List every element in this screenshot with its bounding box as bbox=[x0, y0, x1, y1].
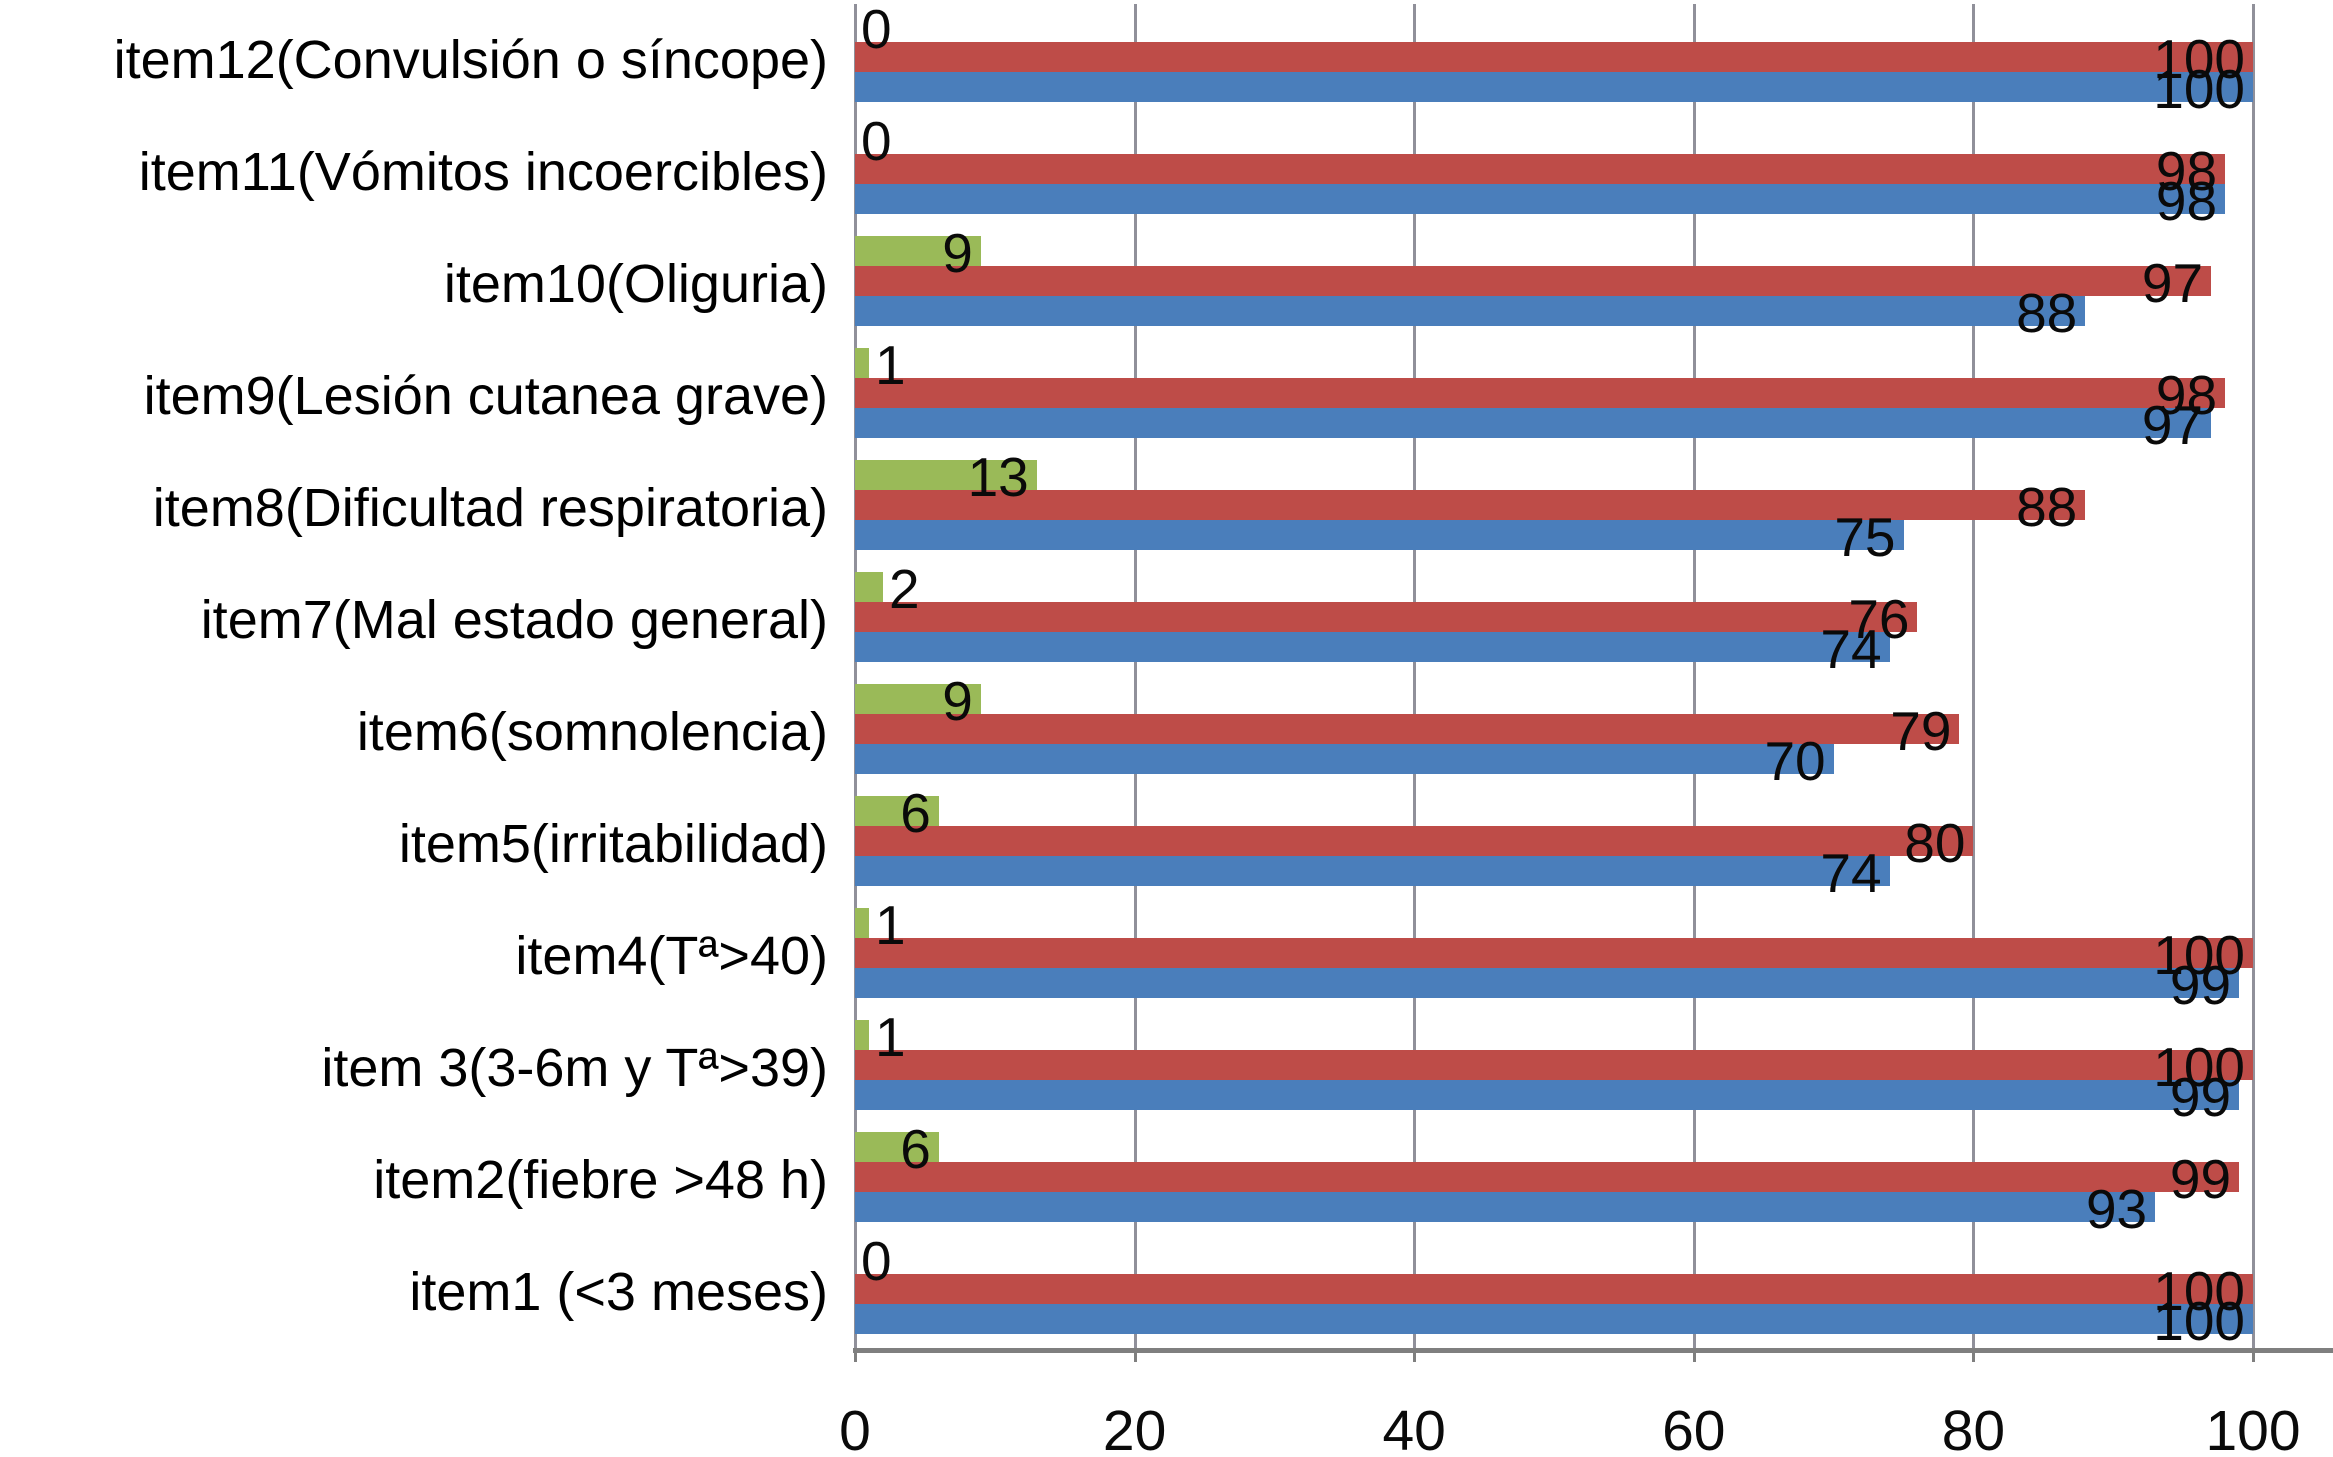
x-tick-label-100: 100 bbox=[2205, 1399, 2301, 1457]
value-label-blue-1: 100 bbox=[2153, 1290, 2246, 1352]
x-tick-label-40: 40 bbox=[1382, 1399, 1446, 1457]
value-label-green-9: 1 bbox=[874, 334, 906, 396]
value-label-green-6: 9 bbox=[942, 670, 973, 732]
bar-blue-8 bbox=[855, 520, 1904, 550]
bar-red-3 bbox=[855, 1050, 2253, 1080]
category-label-2: item2(fiebre >48 h) bbox=[373, 1150, 828, 1210]
value-label-blue-10: 88 bbox=[2016, 282, 2078, 344]
value-label-blue-4: 99 bbox=[2169, 954, 2232, 1016]
axis-tick-40 bbox=[1413, 1348, 1417, 1362]
value-label-green-2: 6 bbox=[900, 1118, 931, 1180]
bar-red-6 bbox=[855, 714, 1960, 744]
bar-green-8 bbox=[855, 460, 1037, 490]
bar-red-4 bbox=[855, 938, 2253, 968]
value-label-green-3: 1 bbox=[874, 1006, 906, 1068]
bar-red-7 bbox=[855, 602, 1918, 632]
category-label-10: item10(Oliguria) bbox=[443, 254, 828, 314]
x-axis-line bbox=[853, 1348, 2333, 1353]
value-label-red-5: 80 bbox=[1904, 812, 1966, 874]
axis-tick-20 bbox=[1133, 1348, 1137, 1362]
category-label-9: item9(Lesión cutanea grave) bbox=[143, 366, 828, 426]
bar-red-5 bbox=[855, 826, 1974, 856]
value-label-blue-12: 100 bbox=[2153, 58, 2246, 120]
value-label-blue-6: 70 bbox=[1764, 730, 1826, 792]
bar-blue-10 bbox=[855, 296, 2086, 326]
gridline-20 bbox=[1133, 4, 1137, 1348]
value-label-blue-8: 75 bbox=[1834, 506, 1896, 568]
category-label-3: item 3(3-6m y Tª>39) bbox=[321, 1038, 828, 1098]
category-label-12: item12(Convulsión o síncope) bbox=[113, 30, 828, 90]
bar-green-2 bbox=[855, 1132, 939, 1162]
value-label-red-6: 79 bbox=[1890, 700, 1952, 762]
bar-blue-6 bbox=[855, 744, 1834, 774]
bar-blue-5 bbox=[855, 856, 1890, 886]
y-axis-line bbox=[854, 4, 857, 1348]
value-label-green-5: 6 bbox=[900, 782, 931, 844]
value-label-blue-3: 99 bbox=[2169, 1066, 2232, 1128]
category-label-4: item4(Tª>40) bbox=[515, 926, 828, 986]
bar-green-6 bbox=[855, 684, 981, 714]
bar-green-3 bbox=[855, 1020, 869, 1050]
axis-tick-60 bbox=[1692, 1348, 1696, 1362]
bar-green-4 bbox=[855, 908, 869, 938]
value-label-green-4: 1 bbox=[874, 894, 906, 956]
bar-red-9 bbox=[855, 378, 2226, 408]
x-tick-label-20: 20 bbox=[1102, 1399, 1167, 1457]
bar-red-1 bbox=[855, 1274, 2253, 1304]
category-label-8: item8(Dificultad respiratoria) bbox=[152, 478, 828, 538]
gridline-60 bbox=[1692, 4, 1696, 1348]
value-label-blue-11: 98 bbox=[2155, 170, 2218, 232]
bar-blue-11 bbox=[855, 184, 2226, 214]
bar-blue-1 bbox=[855, 1304, 2253, 1334]
gridline-100 bbox=[2252, 4, 2255, 1348]
value-label-red-10: 97 bbox=[2141, 252, 2204, 314]
category-label-7: item7(Mal estado general) bbox=[200, 590, 828, 650]
bar-green-9 bbox=[855, 348, 869, 378]
value-label-blue-2: 93 bbox=[2085, 1178, 2148, 1240]
bar-blue-3 bbox=[855, 1080, 2240, 1110]
axis-tick-0 bbox=[854, 1348, 857, 1362]
bar-blue-4 bbox=[855, 968, 2240, 998]
gridline-80 bbox=[1972, 4, 1976, 1348]
value-label-green-7: 2 bbox=[888, 558, 920, 620]
bar-green-5 bbox=[855, 796, 939, 826]
value-label-blue-9: 97 bbox=[2141, 394, 2204, 456]
value-label-green-11: 0 bbox=[861, 110, 892, 172]
axis-tick-80 bbox=[1972, 1348, 1976, 1362]
bar-red-10 bbox=[855, 266, 2212, 296]
value-label-red-2: 99 bbox=[2169, 1148, 2232, 1210]
gridline-40 bbox=[1413, 4, 1417, 1348]
value-label-green-1: 0 bbox=[861, 1230, 892, 1292]
value-label-blue-5: 74 bbox=[1820, 842, 1882, 904]
x-tick-label-0: 0 bbox=[839, 1399, 871, 1457]
x-tick-label-60: 60 bbox=[1662, 1399, 1726, 1457]
value-label-green-8: 13 bbox=[967, 446, 1029, 508]
bar-red-2 bbox=[855, 1162, 2240, 1192]
bar-blue-9 bbox=[855, 408, 2212, 438]
category-label-5: item5(irritabilidad) bbox=[398, 814, 828, 874]
axis-tick-100 bbox=[2252, 1348, 2255, 1362]
bar-green-10 bbox=[855, 236, 981, 266]
bar-red-8 bbox=[855, 490, 2086, 520]
category-label-6: item6(somnolencia) bbox=[356, 702, 828, 762]
bar-red-11 bbox=[855, 154, 2226, 184]
bar-blue-7 bbox=[855, 632, 1890, 662]
bar-blue-2 bbox=[855, 1192, 2156, 1222]
category-label-11: item11(Vómitos incoercibles) bbox=[138, 142, 828, 202]
value-label-green-10: 9 bbox=[942, 222, 973, 284]
bar-red-12 bbox=[855, 42, 2253, 72]
category-label-1: item1 (<3 meses) bbox=[409, 1262, 828, 1322]
value-label-red-8: 88 bbox=[2016, 476, 2078, 538]
bar-green-7 bbox=[855, 572, 883, 602]
x-tick-label-80: 80 bbox=[1941, 1399, 2006, 1457]
bar-blue-12 bbox=[855, 72, 2253, 102]
value-label-blue-7: 74 bbox=[1820, 618, 1882, 680]
value-label-green-12: 0 bbox=[861, 0, 892, 60]
